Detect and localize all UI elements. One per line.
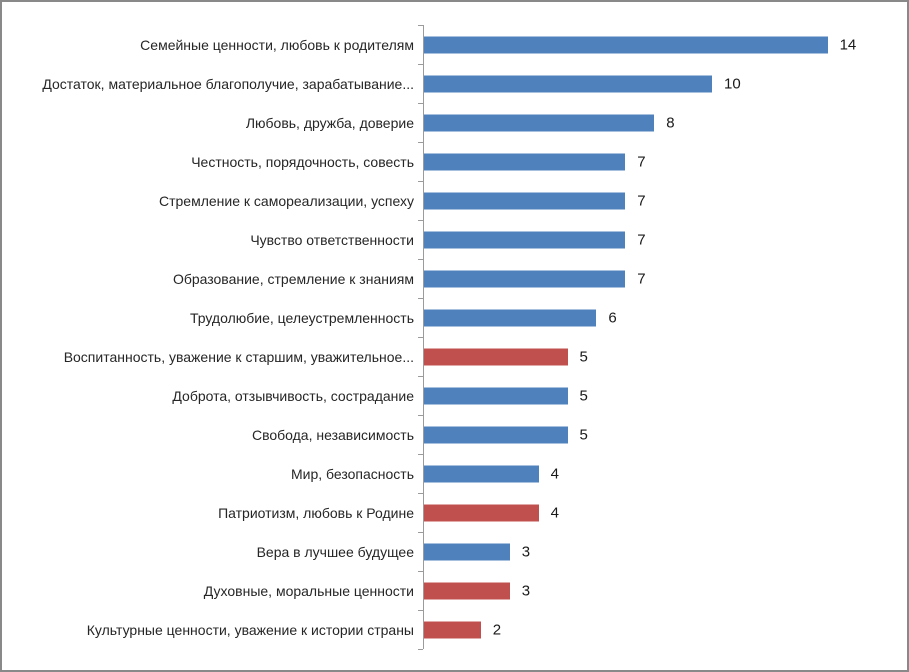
axis-tick xyxy=(418,298,423,299)
value-label: 3 xyxy=(521,543,531,560)
category-label: Любовь, дружба, доверие xyxy=(245,114,414,131)
chart-row: Образование, стремление к знаниям 7 xyxy=(2,259,907,298)
category-label: Мир, безопасность xyxy=(290,465,414,482)
category-axis-line xyxy=(423,25,424,649)
value-label: 14 xyxy=(839,36,857,53)
bar xyxy=(423,114,655,131)
value-label: 7 xyxy=(637,231,646,248)
bar xyxy=(423,75,712,92)
value-label: 2 xyxy=(492,621,502,638)
chart-row: Трудолюбие, целеустремленность 6 xyxy=(2,298,907,337)
category-label: Вера в лучшее будущее xyxy=(256,543,414,560)
category-label: Свобода, независимость xyxy=(251,426,414,443)
chart-row: Воспитанность, уважение к старшим, уважи… xyxy=(2,337,907,376)
chart-row: Любовь, дружба, доверие 8 xyxy=(2,103,907,142)
axis-tick xyxy=(418,25,423,26)
chart-row: Культурные ценности, уважение к истории … xyxy=(2,610,907,649)
category-label: Патриотизм, любовь к Родине xyxy=(218,504,414,521)
bar xyxy=(423,582,510,599)
bar xyxy=(423,36,828,53)
chart-row: Свобода, независимость 5 xyxy=(2,415,907,454)
axis-tick xyxy=(418,220,423,221)
axis-tick xyxy=(418,532,423,533)
bar xyxy=(423,309,597,326)
value-label: 7 xyxy=(637,270,646,287)
axis-tick xyxy=(418,142,423,143)
chart-row: Семейные ценности, любовь к родителям 14 xyxy=(2,25,907,64)
bar xyxy=(423,153,626,170)
bar xyxy=(423,504,539,521)
value-label: 7 xyxy=(637,192,646,209)
bar xyxy=(423,270,626,287)
category-label: Достаток, материальное благополучие, зар… xyxy=(42,75,414,92)
bar xyxy=(423,192,626,209)
category-label: Семейные ценности, любовь к родителям xyxy=(140,36,414,53)
category-label: Чувство ответственности xyxy=(250,231,414,248)
value-label: 4 xyxy=(550,504,559,521)
value-label: 6 xyxy=(608,309,617,326)
chart-row: Достаток, материальное благополучие, зар… xyxy=(2,64,907,103)
chart-row: Доброта, отзывчивость, сострадание 5 xyxy=(2,376,907,415)
category-label: Трудолюбие, целеустремленность xyxy=(190,309,414,326)
value-label: 8 xyxy=(666,114,675,131)
category-label: Образование, стремление к знаниям xyxy=(172,270,414,287)
chart-row: Чувство ответственности 7 xyxy=(2,220,907,259)
bar xyxy=(423,621,481,638)
axis-tick xyxy=(418,64,423,65)
axis-tick xyxy=(418,610,423,611)
category-label: Культурные ценности, уважение к истории … xyxy=(86,621,414,638)
value-label: 5 xyxy=(579,387,588,404)
category-label: Стремление к самореализации, успеху xyxy=(158,192,414,209)
chart-row: Мир, безопасность 4 xyxy=(2,454,907,493)
axis-tick xyxy=(418,454,423,455)
axis-tick xyxy=(418,259,423,260)
axis-tick xyxy=(418,649,423,650)
category-label: Воспитанность, уважение к старшим, уважи… xyxy=(63,348,414,365)
value-label: 5 xyxy=(579,426,588,443)
bar xyxy=(423,426,568,443)
axis-tick xyxy=(418,571,423,572)
bar xyxy=(423,231,626,248)
axis-tick xyxy=(418,376,423,377)
category-label: Честность, порядочность, совесть xyxy=(191,153,414,170)
chart-row: Духовные, моральные ценности 3 xyxy=(2,571,907,610)
chart-row: Вера в лучшее будущее 3 xyxy=(2,532,907,571)
chart-row: Стремление к самореализации, успеху 7 xyxy=(2,181,907,220)
value-label: 10 xyxy=(724,75,741,92)
chart-row: Патриотизм, любовь к Родине 4 xyxy=(2,493,907,532)
category-label: Духовные, моральные ценности xyxy=(203,582,414,599)
axis-tick xyxy=(418,415,423,416)
chart-row: Честность, порядочность, совесть 7 xyxy=(2,142,907,181)
bar xyxy=(423,543,510,560)
bar xyxy=(423,387,568,404)
value-label: 3 xyxy=(521,582,531,599)
axis-tick xyxy=(418,103,423,104)
axis-tick xyxy=(418,181,423,182)
bar xyxy=(423,465,539,482)
bar xyxy=(423,348,568,365)
axis-tick xyxy=(418,337,423,338)
axis-tick xyxy=(418,493,423,494)
category-label: Доброта, отзывчивость, сострадание xyxy=(172,387,414,404)
value-label: 4 xyxy=(550,465,559,482)
value-label: 7 xyxy=(637,153,646,170)
value-label: 5 xyxy=(579,348,588,365)
